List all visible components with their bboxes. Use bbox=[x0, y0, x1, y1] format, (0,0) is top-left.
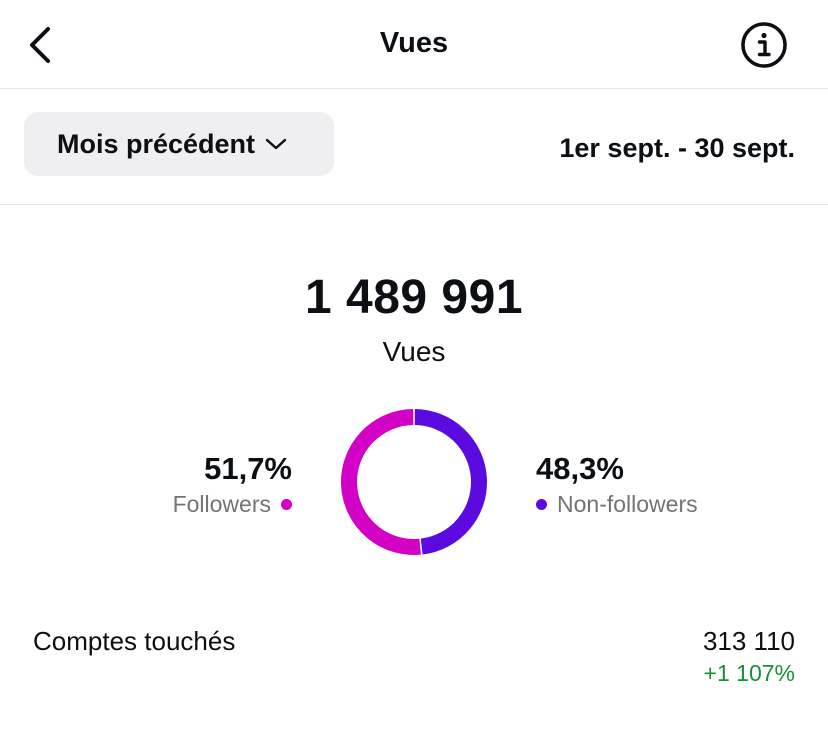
info-button[interactable] bbox=[738, 19, 790, 71]
followers-dot bbox=[281, 499, 292, 510]
donut-slice-non-followers bbox=[414, 409, 487, 555]
metric-change: +1 107% bbox=[703, 660, 795, 686]
views-donut-chart bbox=[341, 409, 487, 555]
non-followers-percent: 48,3% bbox=[536, 451, 624, 486]
non-followers-label-row: Non-followers bbox=[536, 491, 698, 518]
chevron-left-icon bbox=[30, 27, 50, 63]
total-views: 1 489 991 bbox=[304, 271, 524, 324]
date-range: 1er sept. - 30 sept. bbox=[559, 133, 795, 163]
page-title: Vues bbox=[379, 27, 449, 59]
total-views-label: Vues bbox=[382, 336, 446, 367]
filter-row: Mois précédent 1er sept. - 30 sept. bbox=[0, 89, 828, 205]
followers-percent: 51,7% bbox=[204, 451, 292, 486]
metric-row-accounts-reached[interactable]: Comptes touchés 313 110 +1 107% bbox=[33, 626, 795, 696]
back-button[interactable] bbox=[18, 20, 62, 70]
period-dropdown-label: Mois précédent bbox=[57, 128, 256, 159]
metric-label: Comptes touchés bbox=[33, 626, 236, 656]
top-bar: Vues bbox=[0, 0, 828, 89]
info-circle-icon bbox=[741, 22, 787, 68]
followers-legend: 51,7% Followers bbox=[173, 450, 292, 518]
followers-label: Followers bbox=[172, 491, 271, 517]
chevron-down-icon bbox=[265, 138, 287, 150]
period-dropdown[interactable]: Mois précédent bbox=[24, 112, 334, 176]
followers-label-row: Followers bbox=[173, 491, 292, 518]
non-followers-dot bbox=[536, 499, 547, 510]
non-followers-label: Non-followers bbox=[557, 491, 698, 517]
donut-slice-followers bbox=[341, 409, 421, 555]
metric-value: 313 110 bbox=[702, 626, 795, 656]
non-followers-legend: 48,3% Non-followers bbox=[536, 450, 698, 518]
